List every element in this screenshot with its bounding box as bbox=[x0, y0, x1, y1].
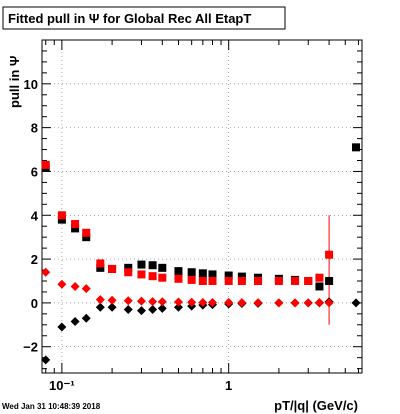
data-point-diamond bbox=[351, 298, 361, 308]
data-point-square bbox=[174, 267, 183, 276]
x-tick-label: 1 bbox=[225, 378, 232, 393]
data-point-diamond bbox=[148, 304, 158, 314]
y-tick-label: 6 bbox=[31, 164, 38, 179]
data-point-diamond bbox=[123, 304, 133, 314]
data-point-square bbox=[224, 276, 233, 285]
data-point-square bbox=[124, 268, 133, 277]
data-point-square bbox=[57, 215, 66, 224]
y-tick-label: −2 bbox=[23, 340, 38, 355]
data-point-square bbox=[96, 263, 105, 272]
data-point-square bbox=[137, 270, 146, 279]
data-point-square bbox=[41, 160, 50, 169]
data-point-square bbox=[304, 276, 313, 285]
data-point-diamond bbox=[123, 296, 133, 306]
data-point-diamond bbox=[107, 295, 117, 305]
data-point-diamond bbox=[314, 297, 324, 307]
x-axis-label: pT/|q| (GeV/c) bbox=[274, 398, 358, 413]
data-point-square bbox=[137, 260, 146, 269]
data-point-diamond bbox=[224, 297, 234, 307]
data-point-diamond bbox=[57, 322, 67, 332]
data-point-diamond bbox=[157, 303, 167, 313]
data-point-square bbox=[187, 275, 196, 284]
data-point-square bbox=[198, 276, 207, 285]
data-point-diamond bbox=[290, 298, 300, 308]
data-point-square bbox=[291, 276, 300, 285]
data-point-square bbox=[71, 220, 80, 229]
data-point-square bbox=[325, 250, 334, 259]
data-point-square bbox=[187, 268, 196, 277]
data-point-square bbox=[325, 276, 334, 285]
data-point-square bbox=[158, 263, 167, 272]
data-point-square bbox=[96, 259, 105, 268]
data-point-diamond bbox=[107, 302, 117, 312]
y-tick-label: 8 bbox=[31, 121, 38, 136]
data-point-diamond bbox=[57, 279, 67, 289]
data-point-diamond bbox=[41, 267, 51, 277]
data-point-square bbox=[82, 233, 91, 242]
data-point-square bbox=[237, 272, 246, 281]
data-point-square bbox=[315, 282, 324, 291]
data-point-diamond bbox=[187, 297, 197, 307]
data-point-square bbox=[198, 269, 207, 278]
data-point-diamond bbox=[136, 296, 146, 306]
y-tick-label: 4 bbox=[31, 208, 39, 223]
timestamp: Wed Jan 31 10:48:39 2018 bbox=[2, 402, 101, 411]
data-point-diamond bbox=[148, 297, 158, 307]
chart-title: Fitted pull in Ψ for Global Rec All Etap… bbox=[8, 11, 251, 26]
data-point-diamond bbox=[274, 298, 284, 308]
data-point-diamond bbox=[253, 298, 263, 308]
data-point-square bbox=[148, 272, 157, 281]
plot-frame bbox=[41, 39, 363, 374]
data-point-diamond bbox=[70, 281, 80, 291]
y-tick-label: 10 bbox=[24, 77, 38, 92]
y-tick-label: 2 bbox=[31, 252, 38, 267]
data-point-square bbox=[82, 228, 91, 237]
data-point-square bbox=[124, 263, 133, 272]
data-point-diamond bbox=[136, 306, 146, 316]
data-point-diamond bbox=[81, 313, 91, 323]
y-tick-label: 0 bbox=[31, 296, 38, 311]
data-point-square bbox=[208, 270, 217, 279]
data-point-square bbox=[237, 276, 246, 285]
data-point-square bbox=[158, 273, 167, 282]
data-point-diamond bbox=[303, 298, 313, 308]
data-point-diamond bbox=[70, 317, 80, 327]
grid-lines bbox=[42, 40, 362, 373]
axes: 10⁻¹ 1 −2 0 2 4 6 8 10 bbox=[23, 40, 362, 393]
data-point-square bbox=[108, 264, 117, 273]
data-point-diamond bbox=[173, 297, 183, 307]
data-point-diamond bbox=[95, 295, 105, 305]
data-point-diamond bbox=[208, 297, 218, 307]
data-point-diamond bbox=[41, 355, 51, 365]
data-point-square bbox=[57, 211, 66, 220]
data-point-square bbox=[174, 274, 183, 283]
data-point-square bbox=[208, 276, 217, 285]
data-point-square bbox=[274, 276, 283, 285]
data-point-diamond bbox=[173, 302, 183, 312]
data-point-square bbox=[352, 143, 361, 152]
data-point-square bbox=[315, 273, 324, 282]
data-point-diamond bbox=[198, 297, 208, 307]
data-marks bbox=[41, 143, 361, 365]
data-point-diamond bbox=[324, 298, 334, 308]
data-point-diamond bbox=[237, 298, 247, 308]
chart-title-box bbox=[2, 6, 286, 30]
data-point-square bbox=[71, 224, 80, 233]
data-point-diamond bbox=[95, 302, 105, 312]
y-axis-label: pull in Ψ bbox=[7, 56, 22, 108]
x-tick-label: 10⁻¹ bbox=[49, 378, 75, 393]
data-point-diamond bbox=[81, 284, 91, 294]
data-point-square bbox=[254, 276, 263, 285]
data-point-square bbox=[224, 271, 233, 280]
data-point-square bbox=[148, 261, 157, 270]
data-point-diamond bbox=[157, 297, 167, 307]
